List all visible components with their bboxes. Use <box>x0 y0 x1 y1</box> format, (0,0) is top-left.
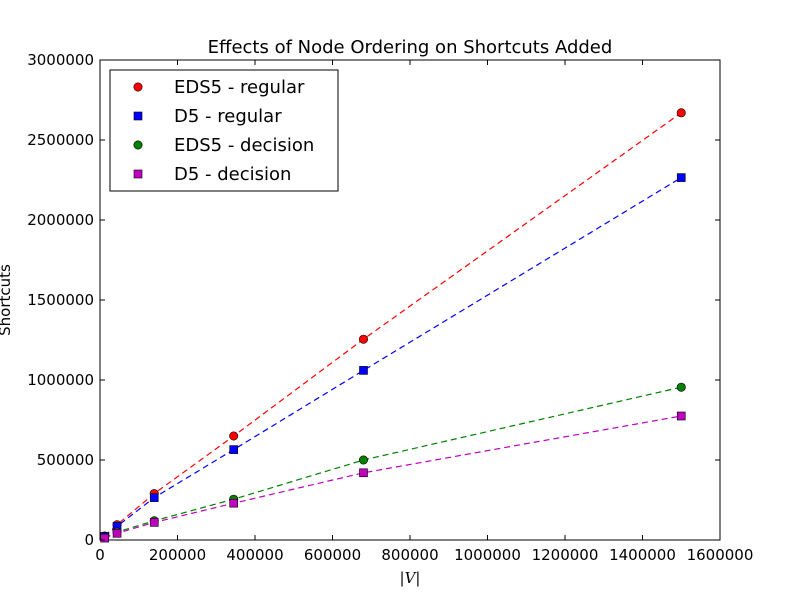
legend-entry: EDS5 - regular <box>133 77 305 98</box>
data-point <box>676 411 686 421</box>
y-tick-label: 500000 <box>37 451 94 469</box>
data-point <box>229 445 238 454</box>
x-tick-label: 0 <box>95 546 105 564</box>
data-point <box>359 468 368 478</box>
chart-title: Effects of Node Ordering on Shortcuts Ad… <box>208 37 613 58</box>
legend-label: EDS5 - regular <box>174 77 305 98</box>
legend-label: EDS5 - decision <box>174 135 314 156</box>
data-point <box>358 455 368 465</box>
x-tick-label: 200000 <box>149 546 206 564</box>
x-tick-label: 1000000 <box>454 546 521 564</box>
legend-label: D5 - decision <box>174 164 291 185</box>
x-axis-label: |V| <box>400 569 421 587</box>
data-point <box>358 334 368 344</box>
y-tick-label: 0 <box>84 531 94 549</box>
legend-box <box>109 69 339 192</box>
x-tick-label: 600000 <box>304 546 361 564</box>
x-tick-label: 400000 <box>226 546 283 564</box>
x-tick-label: 1200000 <box>532 546 599 564</box>
data-point <box>112 528 122 538</box>
series-layer <box>100 108 686 543</box>
legend: EDS5 - regular D5 - regular EDS5 - decisio… <box>109 69 339 192</box>
y-tick-label: 1500000 <box>27 291 94 309</box>
legend-entry: D5 - decision <box>133 164 291 185</box>
data-point <box>149 518 159 527</box>
data-point <box>676 382 686 392</box>
data-point <box>229 431 239 441</box>
data-point <box>676 108 686 118</box>
series-3 <box>100 411 686 543</box>
legend-marker <box>133 140 143 150</box>
legend-marker <box>133 169 143 179</box>
data-point <box>149 493 159 502</box>
data-point <box>229 498 238 508</box>
x-tick-label: 1600000 <box>687 546 754 564</box>
y-tick-label: 2000000 <box>27 211 94 229</box>
legend-label: D5 - regular <box>174 106 282 127</box>
y-tick-label: 3000000 <box>27 51 94 69</box>
x-tick-label: 800000 <box>381 546 438 564</box>
legend-entry: D5 - regular <box>133 106 282 127</box>
y-axis-label: Shortcuts <box>0 264 14 336</box>
data-point <box>676 173 686 182</box>
legend-marker <box>133 82 143 92</box>
y-tick-label: 2500000 <box>27 131 94 149</box>
data-point <box>359 366 368 375</box>
data-point <box>100 533 109 543</box>
y-tick-label: 1000000 <box>27 371 94 389</box>
legend-entry: EDS5 - decision <box>133 135 314 156</box>
ticks-layer: 0 200000 400000 600000 800000 1000000 1200000 1… <box>27 51 753 564</box>
x-tick-label: 1400000 <box>609 546 676 564</box>
legend-marker <box>133 111 143 121</box>
